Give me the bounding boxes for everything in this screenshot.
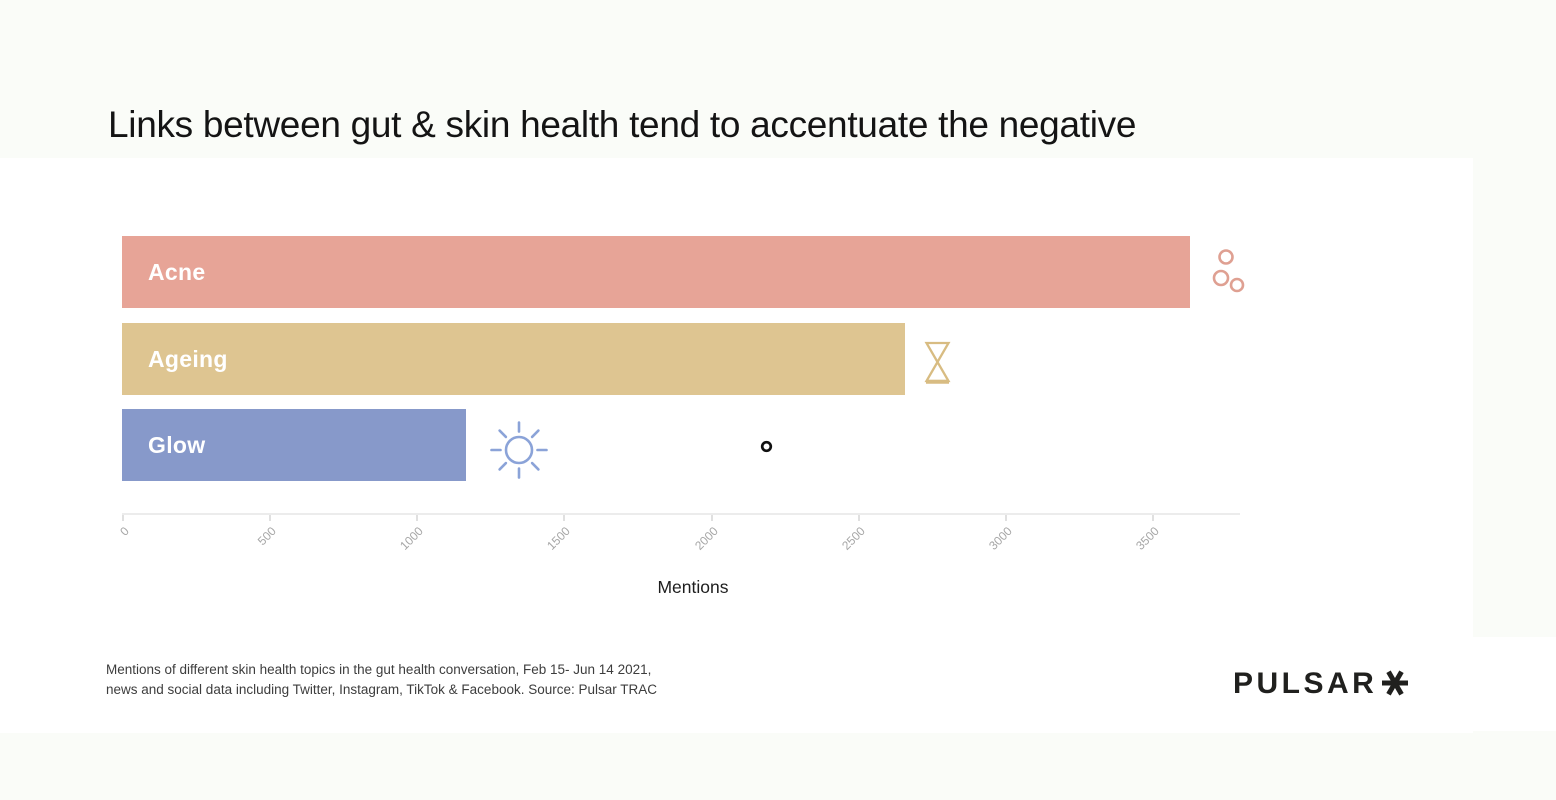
bar-glow: Glow <box>122 409 466 481</box>
chart-title: Links between gut & skin health tend to … <box>108 104 1137 145</box>
asterisk-icon <box>1382 670 1409 696</box>
x-axis-line <box>122 513 1240 515</box>
logo-box: PULSAR <box>1205 637 1556 731</box>
x-tick-label: 1500 <box>544 524 573 553</box>
x-tick-label: 3500 <box>1133 524 1162 553</box>
logo-text: PULSAR <box>1233 667 1378 700</box>
chart-card: Acne Ageing Glow 0 500 1000 1500 2000 2500 3000 35… <box>0 158 1473 733</box>
bar-ageing: Ageing <box>122 323 905 395</box>
caption-line-2: news and social data including Twitter, … <box>106 682 658 697</box>
hourglass-icon <box>924 341 951 384</box>
x-tick-mark <box>416 515 418 521</box>
x-tick-label: 2000 <box>692 524 721 553</box>
sun-icon <box>490 421 548 479</box>
x-tick-label: 1000 <box>397 524 426 553</box>
chart-caption: Mentions of different skin health topics… <box>106 660 657 700</box>
bar-label: Ageing <box>148 345 228 372</box>
dots-icon <box>1212 249 1245 293</box>
x-tick-mark <box>858 515 860 521</box>
caption-line-1: Mentions of different skin health topics… <box>106 662 652 677</box>
x-tick-label: 500 <box>254 524 279 549</box>
bar-label: Glow <box>148 431 206 458</box>
bar-acne: Acne <box>122 236 1190 308</box>
x-tick-label: 0 <box>117 524 132 539</box>
x-tick-mark <box>1152 515 1154 521</box>
x-axis-label: Mentions <box>657 577 729 597</box>
x-tick-label: 2500 <box>839 524 868 553</box>
x-tick-mark <box>269 515 271 521</box>
dot-icon <box>760 440 773 453</box>
x-tick-mark <box>711 515 713 521</box>
bar-label: Acne <box>148 258 206 285</box>
x-tick-mark <box>563 515 565 521</box>
x-tick-mark <box>122 515 124 521</box>
x-tick-label: 3000 <box>986 524 1015 553</box>
x-tick-mark <box>1005 515 1007 521</box>
